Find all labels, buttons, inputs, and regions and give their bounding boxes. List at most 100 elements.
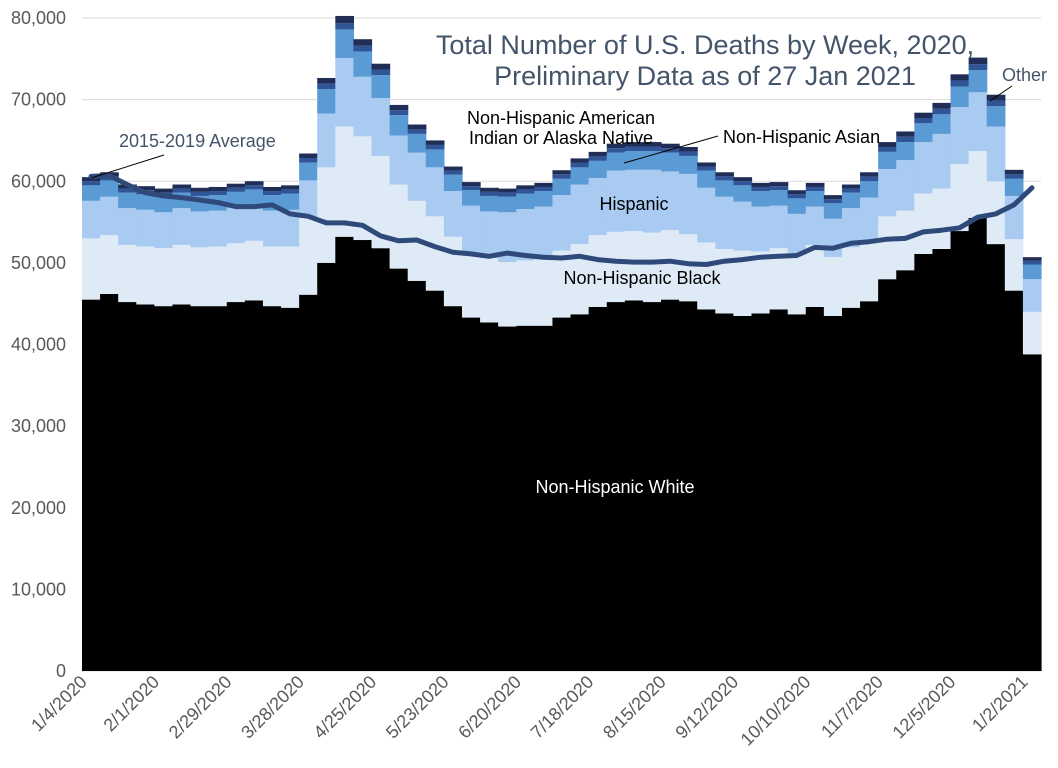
bar-segment (82, 238, 101, 300)
bar-segment (281, 246, 300, 308)
average-line-group (88, 173, 1035, 267)
bar-segment (642, 302, 662, 671)
bar-segment (389, 104, 409, 111)
bar-segment (136, 304, 155, 671)
bar-segment (154, 196, 174, 213)
bar-segment (860, 172, 879, 177)
bar-segment (1004, 174, 1024, 179)
bar-segment (588, 156, 608, 161)
bar-segment (136, 194, 155, 210)
bar-segment (968, 57, 988, 65)
black-label: Non-Hispanic Black (563, 268, 721, 288)
bar-segment (208, 210, 228, 247)
x-tick-label: 11/7/2020 (817, 672, 887, 742)
bar-segment (914, 193, 934, 254)
bar-segment (932, 188, 952, 249)
bar-segment (299, 294, 318, 671)
bar-segment (244, 189, 264, 205)
asian-leader-line (623, 135, 719, 164)
average-leader-line (90, 154, 165, 179)
bar-segment (787, 190, 807, 195)
bar-segment (353, 39, 373, 46)
bar-segment (570, 167, 590, 185)
x-tick-label: 7/18/2020 (527, 672, 598, 743)
y-tick-label: 60,000 (11, 171, 66, 191)
bar-segment (968, 64, 988, 71)
bar-segment (516, 193, 535, 210)
bar-segment (570, 314, 590, 671)
bar-segment (480, 187, 499, 192)
bar-segment (787, 194, 807, 199)
bar-segment (624, 142, 644, 147)
bar-segment (715, 248, 734, 314)
bar-segment (769, 248, 789, 310)
y-axis-ticks: 0 10,000 20,000 30,000 40,000 50,000 60,000 70,… (11, 8, 66, 681)
bar-segment (896, 160, 915, 211)
bar-segment (353, 45, 373, 52)
bar-segment (950, 80, 970, 87)
bar-segment (751, 186, 771, 192)
bar-segment (317, 167, 336, 263)
bar-segment (262, 306, 282, 671)
bar-segment (516, 209, 535, 261)
bar-segment (878, 146, 897, 152)
bar-segment (950, 164, 970, 232)
bar-segment (154, 306, 174, 671)
bar-segment (516, 325, 535, 671)
bar-segment (769, 190, 789, 206)
y-tick-label: 80,000 (11, 8, 66, 28)
bar-segment (407, 280, 427, 671)
bar-segment (82, 185, 101, 201)
bar-segment (172, 304, 192, 671)
bar-segment (262, 210, 282, 247)
bar-segment (317, 89, 336, 114)
bar-segment (443, 166, 463, 171)
bar-segment (443, 236, 463, 307)
bar-segment (715, 313, 734, 671)
bar-segment (190, 211, 210, 248)
bar-segment (932, 102, 952, 109)
bar-segment (661, 148, 680, 153)
bar-segment (697, 309, 716, 671)
bar-segment (244, 185, 264, 190)
bar-segment (733, 201, 753, 251)
bar-segment (335, 57, 355, 127)
bar-segment (841, 307, 861, 671)
bar-segment (860, 240, 879, 302)
bar-segment (733, 177, 753, 182)
bar-segment (642, 169, 662, 233)
bar-segment (823, 199, 843, 204)
x-tick-label: 1/4/2020 (27, 672, 91, 736)
bar-segment (914, 112, 934, 118)
bar-segment (281, 189, 300, 194)
bar-segment (244, 240, 264, 301)
bar-segment (606, 302, 626, 671)
bar-segment (697, 242, 716, 310)
bar-segment (805, 182, 825, 187)
bar-segment (208, 306, 228, 671)
bar-segment (697, 187, 716, 243)
bar-segment (226, 243, 246, 303)
bar-segment (932, 108, 952, 115)
bar-segment (805, 306, 825, 671)
bar-segment (751, 251, 771, 314)
bar-segment (407, 133, 427, 153)
bar-segment (878, 151, 897, 170)
bar-segment (443, 170, 463, 175)
bar-segment (642, 232, 662, 303)
bar-segment (371, 97, 391, 156)
bar-segment (570, 184, 590, 245)
bar-segment (878, 169, 897, 217)
bar-segment (371, 63, 391, 70)
bar-segment (679, 301, 698, 671)
bar-segment (986, 244, 1006, 671)
bar-segment (751, 206, 771, 252)
y-tick-label: 40,000 (11, 335, 66, 355)
bar-segment (642, 146, 662, 152)
bar-segment (389, 184, 409, 269)
bar-segment (570, 158, 590, 163)
bar-segment (82, 200, 101, 239)
bar-segment (407, 124, 427, 130)
bar-segment (697, 170, 716, 188)
bar-segment (299, 217, 318, 295)
